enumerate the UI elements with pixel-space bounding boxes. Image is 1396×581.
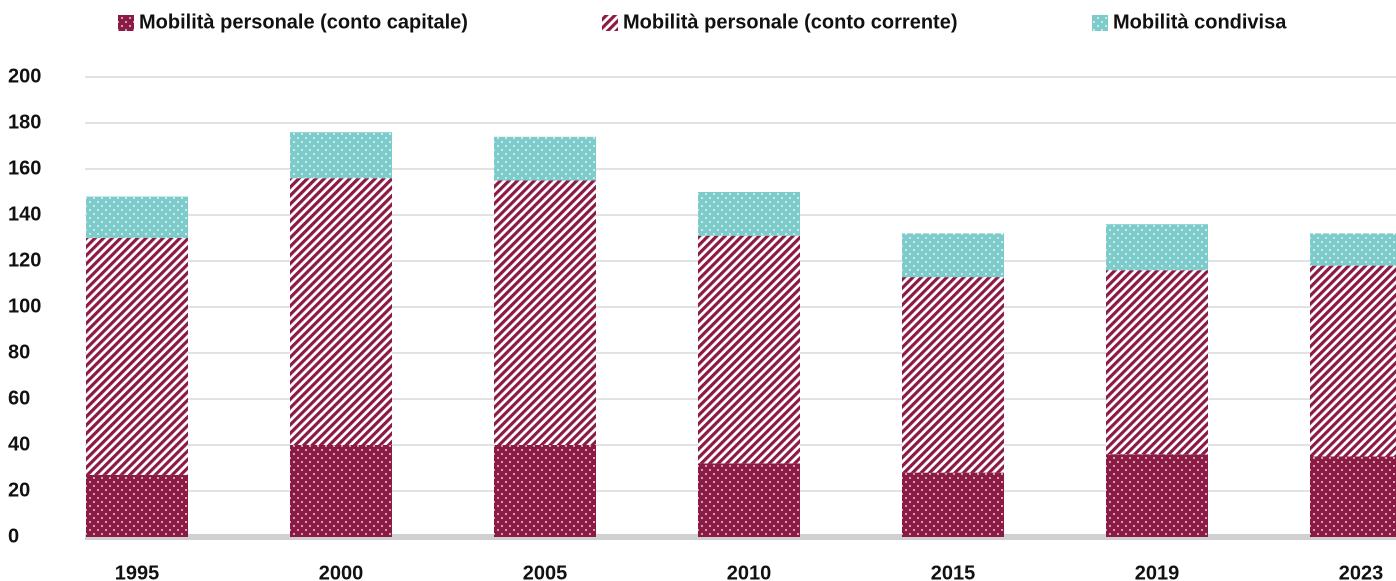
bar-segment	[902, 277, 1004, 473]
legend-swatch	[602, 15, 618, 31]
x-tick-label: 2010	[727, 562, 772, 581]
bar-segment	[902, 472, 1004, 537]
bar-segment	[1310, 456, 1396, 537]
bar-segment	[1310, 233, 1396, 266]
bar-segment	[86, 196, 188, 238]
bar-segment	[1106, 270, 1208, 455]
y-tick-label: 20	[8, 479, 30, 501]
x-tick-label: 2023	[1339, 562, 1384, 581]
bar-segment	[86, 238, 188, 475]
y-tick-label: 180	[8, 111, 41, 133]
y-tick-label: 120	[8, 249, 41, 271]
y-tick-label: 140	[8, 203, 41, 225]
y-tick-label: 160	[8, 157, 41, 179]
legend-label: Mobilità personale (conto capitale)	[139, 11, 468, 33]
bar-segment	[494, 136, 596, 181]
bar-segment	[290, 445, 392, 537]
x-tick-label: 1995	[115, 562, 160, 581]
y-tick-label: 0	[8, 525, 19, 547]
y-tick-label: 100	[8, 295, 41, 317]
legend-label: Mobilità condivisa	[1113, 11, 1287, 33]
bar-segment	[1310, 265, 1396, 457]
x-tick-label: 2005	[523, 562, 568, 581]
x-tick-label: 2015	[931, 562, 976, 581]
bar-segment	[494, 445, 596, 537]
y-tick-label: 80	[8, 341, 30, 363]
bar-segment	[698, 463, 800, 537]
bar-segment	[86, 474, 188, 537]
bar-segment	[698, 235, 800, 464]
bar-segment	[290, 178, 392, 445]
y-tick-label: 60	[8, 387, 30, 409]
legend-swatch	[118, 15, 134, 31]
bar-segment	[290, 132, 392, 179]
bar-segment	[1106, 454, 1208, 537]
y-tick-label: 200	[8, 65, 41, 87]
y-tick-label: 40	[8, 433, 30, 455]
legend-swatch	[1092, 15, 1108, 31]
x-tick-label: 2000	[319, 562, 364, 581]
bar-segment	[494, 180, 596, 445]
bar-segment	[698, 192, 800, 236]
bar-segment	[1106, 224, 1208, 271]
legend-label: Mobilità personale (conto corrente)	[623, 11, 957, 33]
x-tick-label: 2019	[1135, 562, 1180, 581]
bar-segment	[902, 233, 1004, 278]
